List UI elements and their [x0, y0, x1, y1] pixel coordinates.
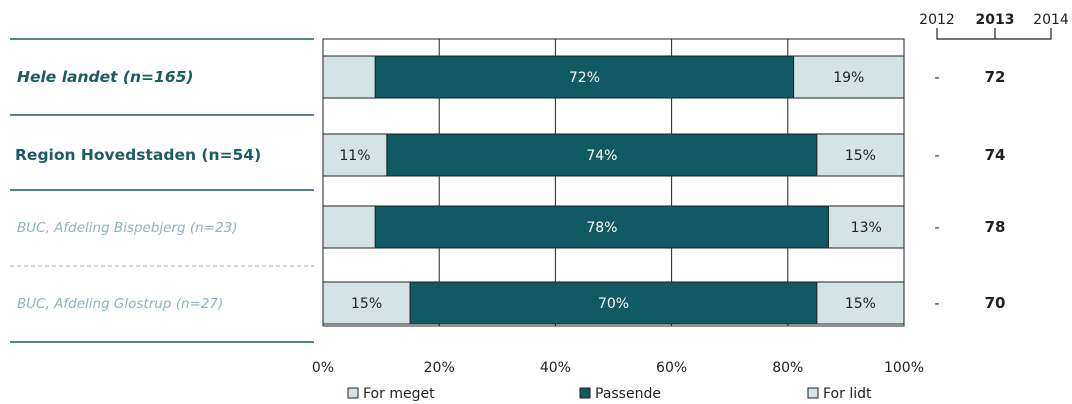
bar-data-label: 15%: [351, 296, 382, 312]
x-tick-label: 100%: [884, 360, 924, 376]
bar-segment: [322, 55, 376, 99]
x-tick-label: 20%: [424, 360, 455, 376]
bar-data-label: 70%: [598, 296, 629, 312]
category-label: BUC, Afdeling Bispebjerg (n=23): [17, 220, 237, 236]
bar-data-label: 11%: [339, 148, 370, 164]
bar-data-label: 74%: [586, 148, 617, 164]
prev-year-value: -: [934, 70, 939, 86]
legend-label: Passende: [595, 386, 661, 402]
bar-data-label: 72%: [569, 70, 600, 86]
current-year-value: 72: [985, 68, 1006, 86]
legend-swatch: [807, 387, 819, 399]
current-year-value: 74: [985, 146, 1006, 164]
bar-segment: [409, 281, 818, 325]
current-year-value: 78: [985, 218, 1006, 236]
year-header-2012: 2012: [919, 12, 955, 28]
bar-segment: [793, 55, 905, 99]
bar-segment: [322, 205, 376, 249]
year-header-2014: 2014: [1033, 12, 1069, 28]
x-tick-label: 0%: [312, 360, 334, 376]
category-label: Hele landet (n=165): [17, 68, 193, 86]
bar-data-label: 15%: [845, 296, 876, 312]
year-bracket: [936, 28, 1052, 40]
category-label: BUC, Afdeling Glostrup (n=27): [17, 296, 223, 312]
x-tick-label: 80%: [772, 360, 803, 376]
bar-segment: [827, 205, 905, 249]
bar-segment: [816, 133, 905, 177]
legend-swatch: [579, 387, 591, 399]
x-tick-label: 40%: [540, 360, 571, 376]
bar-data-label: 13%: [851, 220, 882, 236]
legend-swatch: [347, 387, 359, 399]
prev-year-value: -: [934, 296, 939, 312]
legend-label: For meget: [363, 386, 435, 402]
bar-data-label: 15%: [845, 148, 876, 164]
prev-year-value: -: [934, 220, 939, 236]
bar-data-label: 78%: [586, 220, 617, 236]
plot-frame: [322, 38, 905, 327]
current-year-value: 70: [985, 294, 1006, 312]
bar-segment: [374, 55, 795, 99]
prev-year-value: -: [934, 148, 939, 164]
category-label: Region Hovedstaden (n=54): [15, 146, 261, 164]
year-header-2013: 2013: [976, 12, 1015, 28]
x-tick-label: 60%: [656, 360, 687, 376]
legend-label: For lidt: [823, 386, 872, 402]
bar-segment: [816, 281, 905, 325]
bar-data-label: 19%: [833, 70, 864, 86]
bar-segment: [322, 281, 411, 325]
